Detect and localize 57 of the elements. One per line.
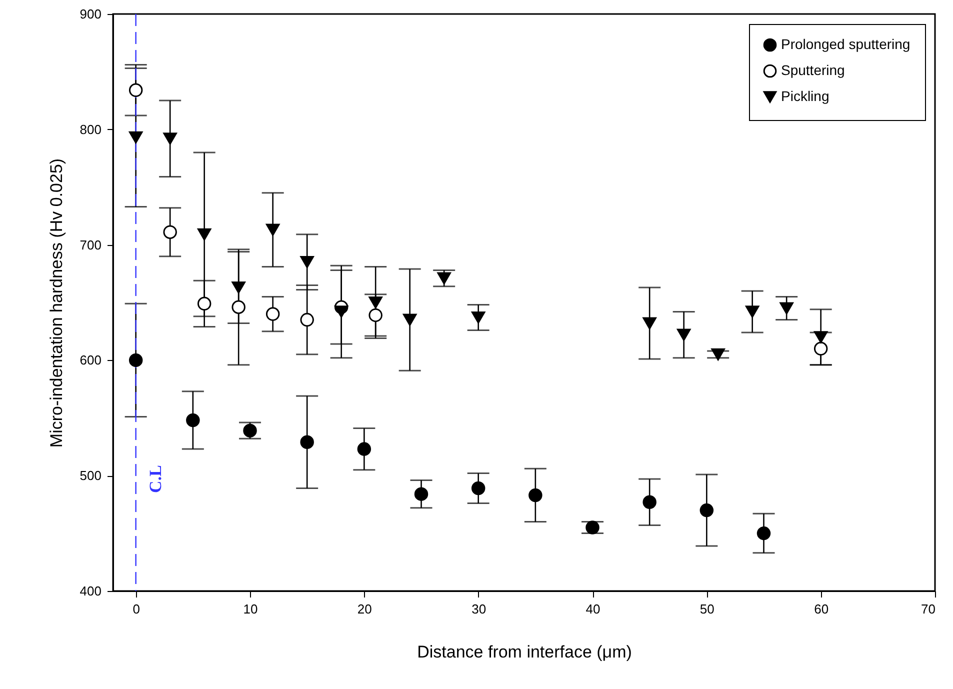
- point: [163, 132, 177, 145]
- y-tick-label: 900: [80, 6, 102, 22]
- legend-label: Prolonged sputtering: [781, 36, 910, 52]
- y-tick-label: 800: [80, 122, 102, 137]
- point: [300, 435, 314, 449]
- point: [676, 328, 691, 341]
- point: [711, 348, 725, 360]
- x-tick-label: 60: [814, 602, 829, 616]
- x-tick-label: 70: [921, 602, 936, 616]
- point: [780, 302, 794, 314]
- x-tick-label: 30: [472, 602, 486, 616]
- point: [642, 317, 656, 330]
- legend-label: Sputtering: [781, 62, 845, 78]
- x-axis-title: Distance from interface (μm): [417, 642, 632, 662]
- y-axis-title: Micro-indentation hardness (Hv 0.025): [46, 158, 66, 448]
- point: [266, 307, 280, 321]
- legend-label: Pickling: [781, 88, 830, 104]
- point: [334, 306, 348, 318]
- point: [357, 442, 372, 456]
- point: [471, 481, 486, 496]
- point: [700, 503, 714, 518]
- point: [745, 306, 760, 318]
- point: [414, 487, 428, 501]
- point: [300, 312, 314, 327]
- y-tick-label: 600: [80, 352, 102, 368]
- x-tick-label: 40: [586, 602, 600, 616]
- x-tick-label: 10: [243, 602, 258, 616]
- y-tick-label: 700: [80, 237, 102, 252]
- point: [814, 331, 828, 344]
- point: [163, 225, 177, 239]
- point: [528, 488, 542, 502]
- point: [368, 308, 382, 322]
- ref-line-label: C.L: [146, 465, 165, 493]
- point: [814, 342, 828, 356]
- x-tick-label: 0: [132, 602, 140, 616]
- y-tick-label: 400: [80, 584, 102, 598]
- point: [756, 526, 771, 540]
- point: [197, 296, 212, 311]
- point: [243, 424, 257, 438]
- point: [128, 83, 143, 98]
- y-tick-label: 500: [80, 468, 102, 484]
- point: [300, 256, 314, 268]
- point: [642, 495, 656, 510]
- x-tick-label: 20: [357, 602, 372, 616]
- point: [186, 413, 200, 428]
- point: [128, 131, 143, 144]
- point: [437, 272, 451, 284]
- point: [232, 281, 246, 294]
- x-tick-label: 50: [700, 602, 714, 616]
- point: [128, 353, 143, 368]
- point: [197, 228, 212, 240]
- point: [368, 296, 382, 309]
- point: [586, 520, 600, 534]
- point: [402, 314, 417, 326]
- point: [471, 311, 486, 324]
- point: [266, 224, 280, 236]
- point: [232, 300, 246, 314]
